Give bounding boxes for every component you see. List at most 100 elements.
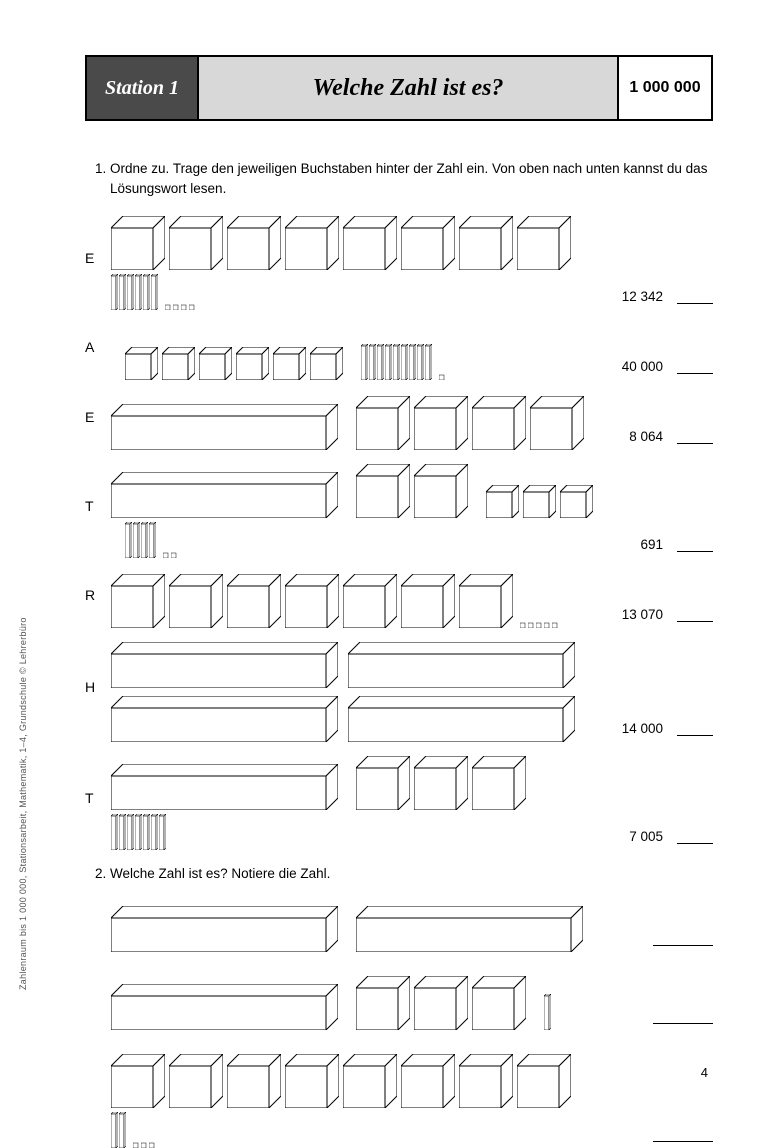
answer-blank[interactable] [677, 842, 713, 844]
flat-block [236, 347, 269, 380]
unit-block [552, 621, 559, 628]
task2-rows [85, 902, 713, 1148]
cube-block [414, 976, 468, 1030]
cube-block [111, 216, 165, 270]
answer-cell[interactable]: 40 000 [593, 359, 713, 380]
answer-cell[interactable]: 13 070 [593, 607, 713, 628]
cube-block [343, 574, 397, 628]
task1-row: A [85, 324, 713, 380]
unit-block [536, 621, 543, 628]
cube-block [459, 216, 513, 270]
cube-block [356, 756, 410, 810]
unit-block [439, 373, 446, 380]
worksheet-page: Station 1 Welche Zahl ist es? 1 000 000 … [0, 0, 768, 1110]
unit-block [171, 551, 178, 558]
cube-block [472, 756, 526, 810]
flat-block [199, 347, 232, 380]
cube-block [285, 216, 339, 270]
answer-cell[interactable] [593, 944, 713, 952]
header-band: Station 1 Welche Zahl ist es? 1 000 000 [85, 55, 713, 121]
answer-cell[interactable]: 7 005 [593, 829, 713, 850]
task1-row: E 8 064 [85, 394, 713, 450]
cube-block [356, 976, 410, 1030]
task1-row: R 13 070 [85, 572, 713, 628]
cube-block [356, 464, 410, 518]
cube-block [227, 574, 281, 628]
answer-blank[interactable] [653, 1140, 713, 1142]
answer-blank[interactable] [677, 372, 713, 374]
rod-block [127, 274, 134, 310]
answer-cell[interactable]: 12 342 [593, 289, 713, 310]
rod-block [385, 344, 392, 380]
row-letter: E [85, 250, 111, 276]
rod-block [361, 344, 368, 380]
rod-block [125, 522, 132, 558]
answer-value: 8 064 [629, 429, 663, 444]
answer-blank[interactable] [677, 734, 713, 736]
unit-block [189, 303, 196, 310]
page-title: Welche Zahl ist es? [199, 57, 619, 119]
answer-value: 12 342 [622, 289, 663, 304]
rod-block [544, 994, 551, 1030]
rod-block [425, 344, 432, 380]
rod-block [393, 344, 400, 380]
answer-cell[interactable]: 691 [593, 537, 713, 558]
answer-blank[interactable] [653, 944, 713, 946]
answer-blank[interactable] [677, 550, 713, 552]
cube-block [356, 396, 410, 450]
answer-blank[interactable] [677, 442, 713, 444]
rod-block [111, 1112, 118, 1148]
answer-cell[interactable]: 8 064 [593, 429, 713, 450]
long-block [111, 984, 338, 1030]
long-block [111, 696, 338, 742]
task2-row [85, 902, 713, 952]
row-letter: A [85, 339, 111, 365]
cube-block [414, 396, 468, 450]
answer-cell[interactable] [593, 1022, 713, 1030]
answer-blank[interactable] [677, 620, 713, 622]
unit-block [528, 621, 535, 628]
block-area [111, 906, 593, 952]
cube-block [227, 1054, 281, 1108]
block-area [111, 344, 593, 380]
unit-block [141, 1141, 148, 1148]
task1-number: 1. [95, 161, 106, 176]
unit-block [544, 621, 551, 628]
rod-block [133, 522, 140, 558]
answer-blank[interactable] [677, 302, 713, 304]
block-area [111, 396, 593, 450]
flat-block [273, 347, 306, 380]
row-letter: R [85, 587, 111, 613]
row-spacer [85, 1096, 111, 1106]
task1-text: Ordne zu. Trage den jeweiligen Buchstabe… [110, 161, 707, 196]
flat-block [486, 485, 519, 518]
long-block [111, 472, 338, 518]
unit-block [181, 303, 188, 310]
answer-cell[interactable] [593, 1140, 713, 1148]
page-number: 4 [701, 1065, 708, 1080]
rod-block [143, 814, 150, 850]
flat-block [310, 347, 343, 380]
rod-block [159, 814, 166, 850]
rod-block [369, 344, 376, 380]
block-area [111, 642, 593, 742]
flat-block [523, 485, 556, 518]
answer-blank[interactable] [653, 1022, 713, 1024]
row-letter: T [85, 790, 111, 816]
unit-block [520, 621, 527, 628]
cube-block [459, 574, 513, 628]
flat-block [125, 347, 158, 380]
row-letter: H [85, 679, 111, 705]
unit-block [133, 1141, 140, 1148]
block-area [111, 976, 593, 1030]
cube-block [414, 756, 468, 810]
number-range: 1 000 000 [619, 57, 711, 119]
cube-block [401, 574, 455, 628]
cube-block [401, 216, 455, 270]
long-block [111, 906, 338, 952]
cube-block [343, 216, 397, 270]
cube-block [285, 574, 339, 628]
answer-cell[interactable]: 14 000 [593, 721, 713, 742]
cube-block [530, 396, 584, 450]
cube-block [414, 464, 468, 518]
